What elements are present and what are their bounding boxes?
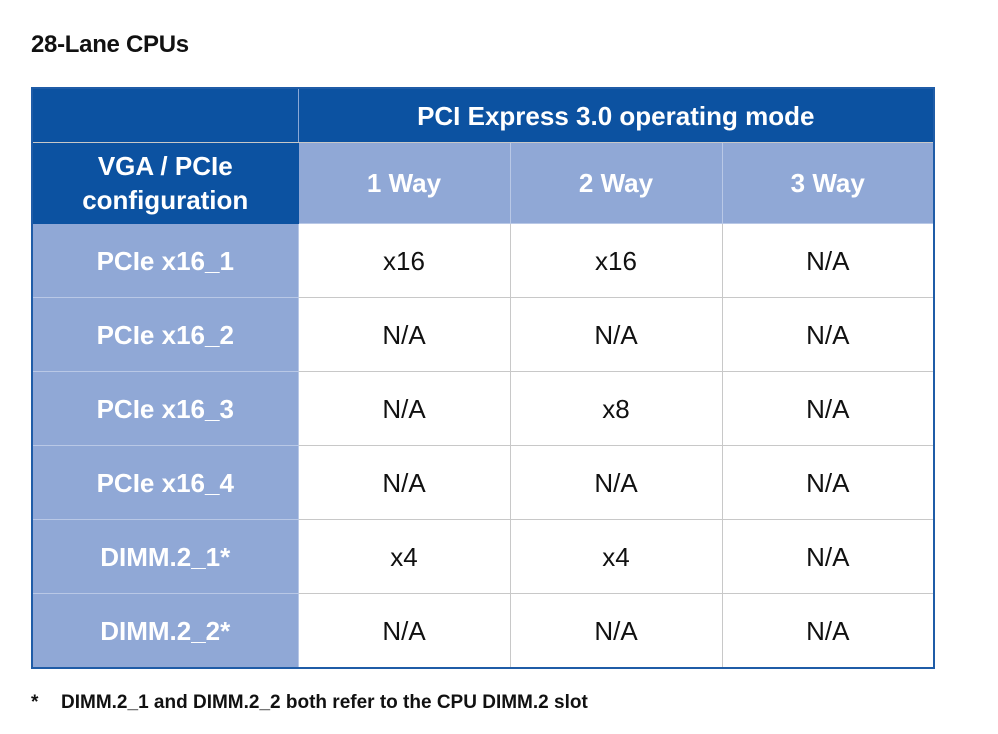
table-cell: N/A [721,593,935,669]
row-label: PCIe x16_3 [31,371,299,446]
table-row: PCIe x16_4 N/A N/A N/A [31,445,935,520]
row-label: PCIe x16_1 [31,223,299,298]
table-cell: N/A [509,297,723,372]
table-cell: x4 [509,519,723,594]
config-header-line2: configuration [82,185,249,215]
header-blank-cell [31,87,299,143]
table-cell: N/A [721,223,935,298]
row-label: DIMM.2_2* [31,593,299,669]
table-cell: N/A [297,445,511,520]
table-cell: x16 [297,223,511,298]
column-header-3-way: 3 Way [721,142,935,224]
row-label: PCIe x16_4 [31,445,299,520]
table-cell: N/A [297,297,511,372]
table-header-row-top: PCI Express 3.0 operating mode [31,87,935,143]
table-row: PCIe x16_3 N/A x8 N/A [31,371,935,446]
mode-header: PCI Express 3.0 operating mode [297,87,935,143]
table-row: DIMM.2_2* N/A N/A N/A [31,593,935,669]
table-cell: N/A [509,593,723,669]
column-header-1-way: 1 Way [297,142,511,224]
pcie-operating-mode-table: PCI Express 3.0 operating mode VGA / PCI… [31,87,935,669]
footnote-marker: * [31,692,39,713]
table-cell: N/A [721,297,935,372]
table-header-row-sub: VGA / PCIe configuration 1 Way 2 Way 3 W… [31,142,935,224]
column-header-2-way: 2 Way [509,142,723,224]
config-header: VGA / PCIe configuration [31,142,299,224]
row-label: DIMM.2_1* [31,519,299,594]
table-row: PCIe x16_1 x16 x16 N/A [31,223,935,298]
row-label: PCIe x16_2 [31,297,299,372]
table-cell: x16 [509,223,723,298]
table-cell: N/A [297,371,511,446]
table-cell: N/A [509,445,723,520]
page-title: 28-Lane CPUs [31,31,189,58]
table-cell: N/A [721,519,935,594]
table-cell: N/A [721,445,935,520]
table-row: DIMM.2_1* x4 x4 N/A [31,519,935,594]
table-row: PCIe x16_2 N/A N/A N/A [31,297,935,372]
table-cell: x8 [509,371,723,446]
footnote-text: DIMM.2_1 and DIMM.2_2 both refer to the … [61,692,588,713]
table-cell: N/A [721,371,935,446]
table-cell: x4 [297,519,511,594]
table-cell: N/A [297,593,511,669]
footnote: * DIMM.2_1 and DIMM.2_2 both refer to the… [31,690,588,716]
config-header-line1: VGA / PCIe [97,151,233,181]
